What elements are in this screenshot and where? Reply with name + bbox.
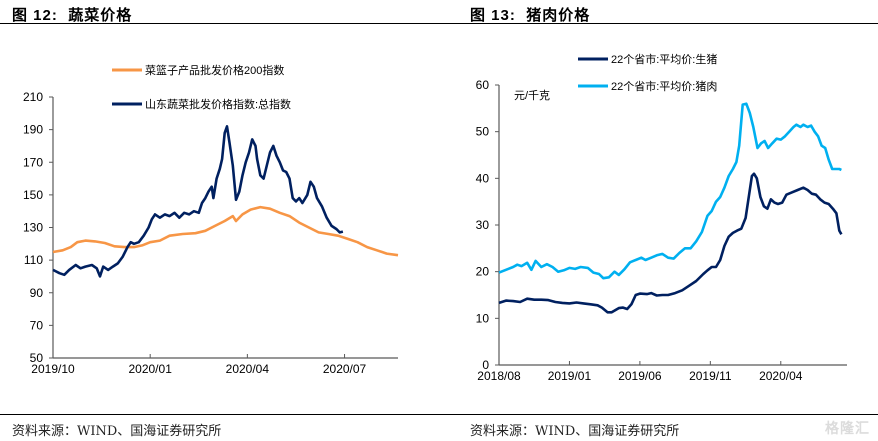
y-tick-label: 170 bbox=[23, 155, 43, 169]
x-tick-label: 2020/04 bbox=[759, 369, 803, 383]
title-divider bbox=[440, 23, 878, 24]
y-axis-unit-label: 元/千克 bbox=[514, 89, 550, 102]
figure-title-text: 猪肉价格 bbox=[526, 7, 591, 24]
source-divider bbox=[440, 414, 878, 415]
y-tick-label: 70 bbox=[30, 318, 44, 332]
y-tick-label: 60 bbox=[476, 78, 490, 92]
y-tick-label: 40 bbox=[476, 171, 490, 185]
figure-title: 图 12: 蔬菜价格 bbox=[12, 4, 132, 25]
series-line bbox=[498, 172, 843, 314]
y-tick-label: 110 bbox=[24, 253, 43, 267]
pork-price-panel: 图 13: 猪肉价格 0 10 20 30 40 50 60 2018/08 2019/01 20… bbox=[440, 0, 878, 441]
y-tick-label: 30 bbox=[476, 218, 490, 232]
y-tick-label: 0 bbox=[482, 358, 489, 372]
legend-label: 22个省市:平均价:生猪 bbox=[611, 52, 717, 66]
figure-label: 图 13: bbox=[470, 7, 516, 24]
vegetable-price-chart: 50 70 90 110 130 150 170 190 210 2019/10 2020/01 20… bbox=[23, 63, 399, 376]
source-divider bbox=[0, 414, 440, 415]
legend-label: 山东蔬菜批发价格指数:总指数 bbox=[145, 97, 291, 111]
y-tick-label: 50 bbox=[30, 351, 44, 365]
x-tick-label: 2019/11 bbox=[689, 369, 732, 383]
y-tick-label: 20 bbox=[476, 265, 490, 279]
pork-price-chart: 0 10 20 30 40 50 60 2018/08 2019/01 2019/06 2019/1… bbox=[476, 52, 847, 383]
x-tick-label: 2019/10 bbox=[31, 362, 75, 376]
x-tick-label: 2019/06 bbox=[618, 369, 662, 383]
series-line bbox=[52, 125, 344, 278]
source-note: 资料来源：WIND、国海证券研究所 bbox=[470, 424, 680, 439]
x-tick-label: 2020/07 bbox=[323, 362, 367, 376]
title-divider bbox=[0, 23, 440, 24]
source-note: 资料来源：WIND、国海证券研究所 bbox=[12, 424, 222, 439]
legend-label: 菜篮子产品批发价格200指数 bbox=[145, 63, 284, 77]
y-tick-label: 130 bbox=[23, 221, 43, 235]
y-tick-label: 210 bbox=[23, 90, 43, 104]
series-line bbox=[498, 102, 842, 280]
figure-label: 图 12: bbox=[12, 7, 58, 24]
series-line bbox=[52, 205, 399, 257]
x-tick-label: 2018/08 bbox=[477, 369, 521, 383]
x-tick-label: 2020/04 bbox=[226, 362, 270, 376]
x-tick-label: 2020/01 bbox=[128, 362, 172, 376]
y-tick-label: 90 bbox=[30, 286, 44, 300]
figure-title-text: 蔬菜价格 bbox=[68, 7, 133, 24]
y-tick-label: 150 bbox=[23, 188, 43, 202]
figure-title: 图 13: 猪肉价格 bbox=[470, 4, 590, 25]
legend-label: 22个省市:平均价:猪肉 bbox=[611, 79, 717, 93]
vegetable-price-panel: 图 12: 蔬菜价格 50 70 90 110 130 150 170 190 210 2019/… bbox=[0, 4, 440, 439]
y-tick-label: 190 bbox=[23, 123, 43, 137]
x-tick-label: 2019/01 bbox=[548, 369, 592, 383]
y-tick-label: 10 bbox=[476, 311, 490, 325]
y-tick-label: 50 bbox=[476, 125, 490, 139]
watermark-logo: 格隆汇 bbox=[825, 420, 870, 436]
